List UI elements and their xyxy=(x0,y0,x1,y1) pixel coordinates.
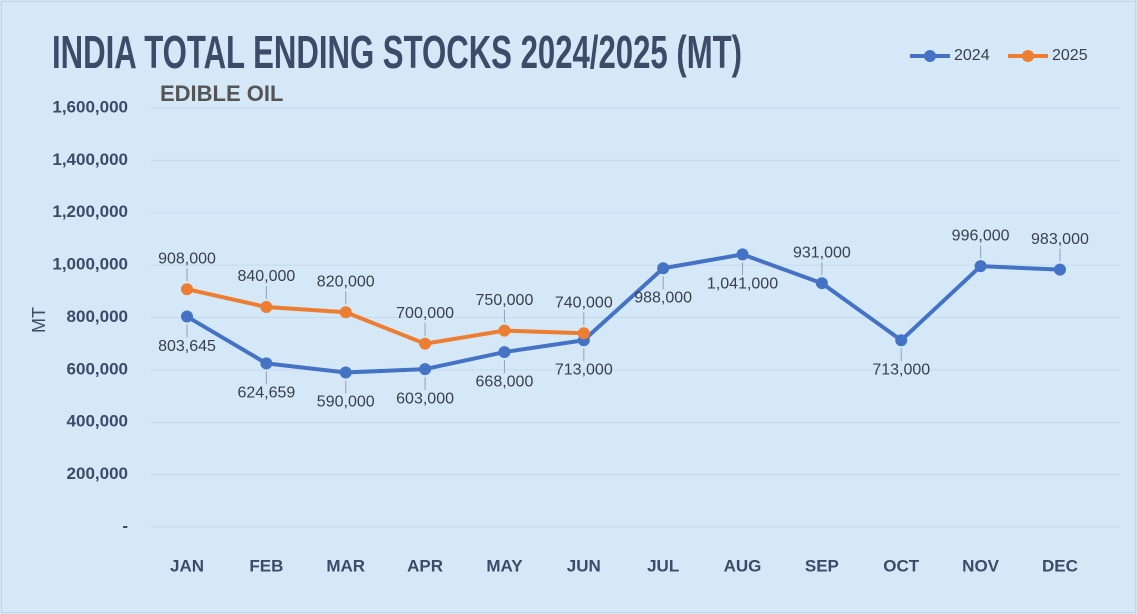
data-point xyxy=(419,363,432,376)
data-point xyxy=(815,277,828,290)
x-tick-label: JAN xyxy=(170,556,204,575)
data-point xyxy=(181,310,193,323)
data-label: 713,000 xyxy=(872,362,930,379)
data-label: 668,000 xyxy=(476,373,534,390)
chart-title: INDIA TOTAL ENDING STOCKS 2024/2025 (MT) xyxy=(52,26,742,78)
data-point xyxy=(260,357,273,370)
data-label: 983,000 xyxy=(1031,231,1089,248)
data-label: 740,000 xyxy=(555,294,613,311)
data-point xyxy=(736,248,749,261)
y-tick-label: 800,000 xyxy=(67,307,128,326)
data-point xyxy=(974,260,987,273)
data-label: 700,000 xyxy=(396,305,454,322)
chart-subtitle: EDIBLE OIL xyxy=(160,81,283,106)
y-tick-label: 1,600,000 xyxy=(52,97,128,116)
data-label: 750,000 xyxy=(476,292,534,309)
data-label: 931,000 xyxy=(793,244,851,261)
data-label: 908,000 xyxy=(158,250,216,267)
legend-marker xyxy=(1022,50,1034,62)
data-label: 820,000 xyxy=(317,273,375,290)
x-tick-label: MAR xyxy=(326,556,365,575)
data-label: 590,000 xyxy=(317,394,375,411)
data-point xyxy=(895,334,908,347)
series-line xyxy=(185,252,1061,375)
data-label: 996,000 xyxy=(952,227,1010,244)
data-point xyxy=(339,306,352,319)
x-tick-label: DEC xyxy=(1042,556,1078,575)
data-point xyxy=(657,262,670,275)
x-tick-label: SEP xyxy=(805,556,839,575)
x-tick-label: MAY xyxy=(486,556,523,575)
x-tick-label: JUL xyxy=(647,556,679,575)
x-tick-label: OCT xyxy=(883,556,920,575)
x-tick-label: AUG xyxy=(724,556,762,575)
data-point xyxy=(498,346,511,359)
data-point xyxy=(260,301,273,314)
y-axis-label: MT xyxy=(29,307,49,333)
data-point xyxy=(181,283,193,296)
x-tick-label: APR xyxy=(407,556,443,575)
y-tick-label: 1,200,000 xyxy=(52,202,128,221)
data-label: 803,645 xyxy=(158,338,216,355)
y-tick-label: 600,000 xyxy=(67,359,128,378)
x-tick-label: JUN xyxy=(567,556,601,575)
legend-marker xyxy=(924,50,936,62)
data-label: 988,000 xyxy=(634,289,692,306)
data-point xyxy=(498,324,511,337)
legend-label: 2024 xyxy=(954,47,990,64)
data-point xyxy=(1053,263,1066,276)
data-point xyxy=(419,337,432,350)
data-label: 1,041,000 xyxy=(707,276,778,293)
series-line xyxy=(186,287,584,346)
data-point xyxy=(339,366,352,379)
x-tick-label: NOV xyxy=(962,556,1000,575)
y-tick-label: 200,000 xyxy=(67,464,128,483)
y-tick-label: - xyxy=(122,516,128,535)
data-label: 603,000 xyxy=(396,390,454,407)
y-tick-label: 400,000 xyxy=(67,412,128,431)
data-label: 624,659 xyxy=(237,385,295,402)
data-label: 713,000 xyxy=(555,362,613,379)
legend-label: 2025 xyxy=(1052,47,1088,64)
x-tick-label: FEB xyxy=(249,556,283,575)
y-tick-label: 1,400,000 xyxy=(52,150,128,169)
data-point xyxy=(577,327,590,340)
data-label: 840,000 xyxy=(237,268,295,285)
y-tick-label: 1,000,000 xyxy=(52,255,128,274)
